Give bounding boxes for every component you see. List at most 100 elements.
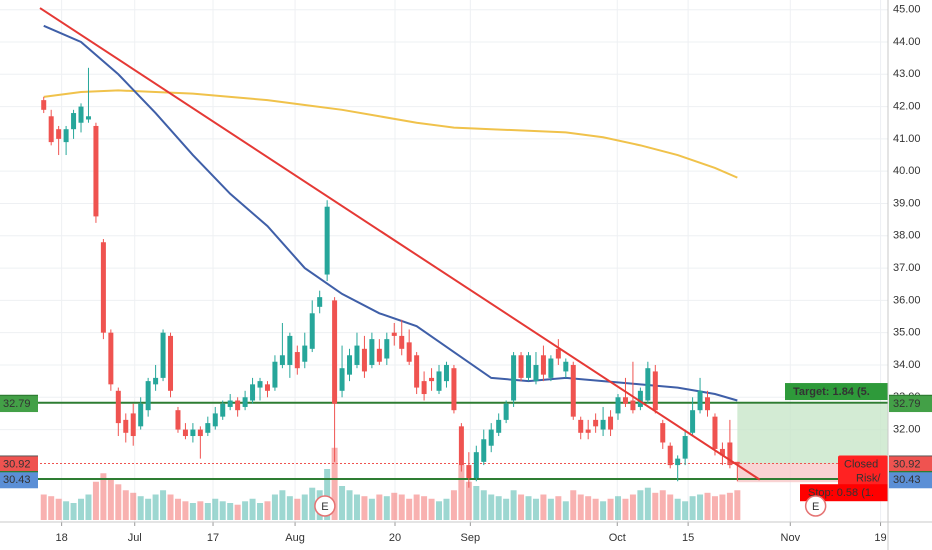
price-label: 30.92 <box>3 458 31 470</box>
candle-body <box>391 332 397 336</box>
volume-bar <box>167 494 174 520</box>
candle-body <box>421 381 427 395</box>
volume-bar <box>219 501 226 520</box>
volume-bar <box>734 490 741 520</box>
volume-bar <box>122 490 129 520</box>
candle-body <box>697 390 703 411</box>
candle-body <box>563 361 569 372</box>
candle-body <box>406 342 412 362</box>
volume-bar <box>227 503 234 520</box>
candle-body <box>220 403 226 417</box>
candle-body <box>690 410 696 433</box>
price-label-bg <box>889 472 932 489</box>
candle-body <box>175 410 181 430</box>
candle-body <box>451 368 457 411</box>
candle-body <box>287 335 293 365</box>
plot-area: Target: 1.84 (5. Closed Risk/Stop: 0.58 (1… <box>0 0 888 522</box>
price-label-bg <box>0 396 38 413</box>
candle-body <box>548 358 554 378</box>
volume-bar <box>130 492 137 520</box>
volume-bar <box>398 494 405 520</box>
volume-bar <box>55 498 62 520</box>
candle-body <box>197 429 203 437</box>
candle-body <box>115 390 121 424</box>
volume-bar <box>480 490 487 520</box>
volume-bar <box>368 498 375 520</box>
volume-bar <box>465 481 472 520</box>
candle-body <box>332 300 338 404</box>
volume-bar <box>667 494 674 520</box>
x-tick-label: Nov <box>781 532 801 544</box>
volume-bar <box>271 494 278 520</box>
volume-bar <box>503 498 510 520</box>
volume-bar <box>376 494 383 520</box>
candle-body <box>578 419 584 433</box>
volume-bar <box>204 503 211 520</box>
volume-bar <box>659 490 666 520</box>
y-tick-label: 32.00 <box>893 423 921 435</box>
candle-body <box>734 461 740 465</box>
volume-bar <box>570 490 577 520</box>
event-label: E <box>321 501 328 513</box>
moving-average <box>43 24 738 402</box>
volume-bar <box>197 501 204 520</box>
x-tick-label: 20 <box>389 532 401 544</box>
volume-bar <box>562 501 569 520</box>
candle-body <box>56 129 62 139</box>
volume-bar <box>189 503 196 520</box>
volume-bar <box>249 498 256 520</box>
candle-body <box>212 413 218 427</box>
candle-body <box>153 377 159 385</box>
y-tick-label: 34.00 <box>893 359 921 371</box>
candle-body <box>622 397 628 404</box>
y-tick-label: 39.00 <box>893 197 921 209</box>
volume-bar <box>286 496 293 520</box>
candle-body <box>257 381 263 388</box>
volume-bar <box>70 503 77 520</box>
volume-bar <box>421 496 428 520</box>
candle-body <box>503 403 509 420</box>
y-tick-label: 35.00 <box>893 327 921 339</box>
volume-bar <box>100 473 107 520</box>
candle-body <box>481 439 487 462</box>
volume-bar <box>346 490 353 520</box>
candle-body <box>660 423 666 443</box>
volume-bar <box>428 498 435 520</box>
candle-body <box>302 345 308 362</box>
candle-body <box>242 397 248 407</box>
candle-body <box>108 332 114 385</box>
x-tick-label: 18 <box>56 532 68 544</box>
candle-body <box>399 335 405 349</box>
volume-bar <box>145 498 152 520</box>
volume-bar <box>413 494 420 520</box>
candle-body <box>145 381 151 411</box>
price-label-bg <box>0 472 38 489</box>
candle-body <box>294 352 300 369</box>
candle-body <box>727 442 733 466</box>
volume-bar <box>629 494 636 520</box>
volume-bar <box>585 496 592 520</box>
candle-body <box>63 129 69 143</box>
candle-body <box>600 419 606 430</box>
volume-bar <box>40 494 47 520</box>
candle-body <box>205 423 211 433</box>
candle-body <box>100 242 106 333</box>
volume-bar <box>607 498 614 520</box>
volume-bar <box>301 494 308 520</box>
price-label-bg <box>889 456 932 473</box>
volume-bar <box>532 498 539 520</box>
volume-bar <box>495 496 502 520</box>
closed-label: Closed <box>844 458 878 470</box>
candle-body <box>168 335 174 391</box>
candle-body <box>48 116 54 143</box>
candle-body <box>630 400 636 411</box>
volume-bar <box>406 498 413 520</box>
candle-body <box>138 403 144 427</box>
volume-bar <box>637 490 644 520</box>
risk-label: Risk/ <box>856 472 881 484</box>
y-tick-label: 37.00 <box>893 262 921 274</box>
volume-bar <box>600 501 607 520</box>
candle-body <box>85 116 91 120</box>
price-label-bg <box>889 396 932 413</box>
